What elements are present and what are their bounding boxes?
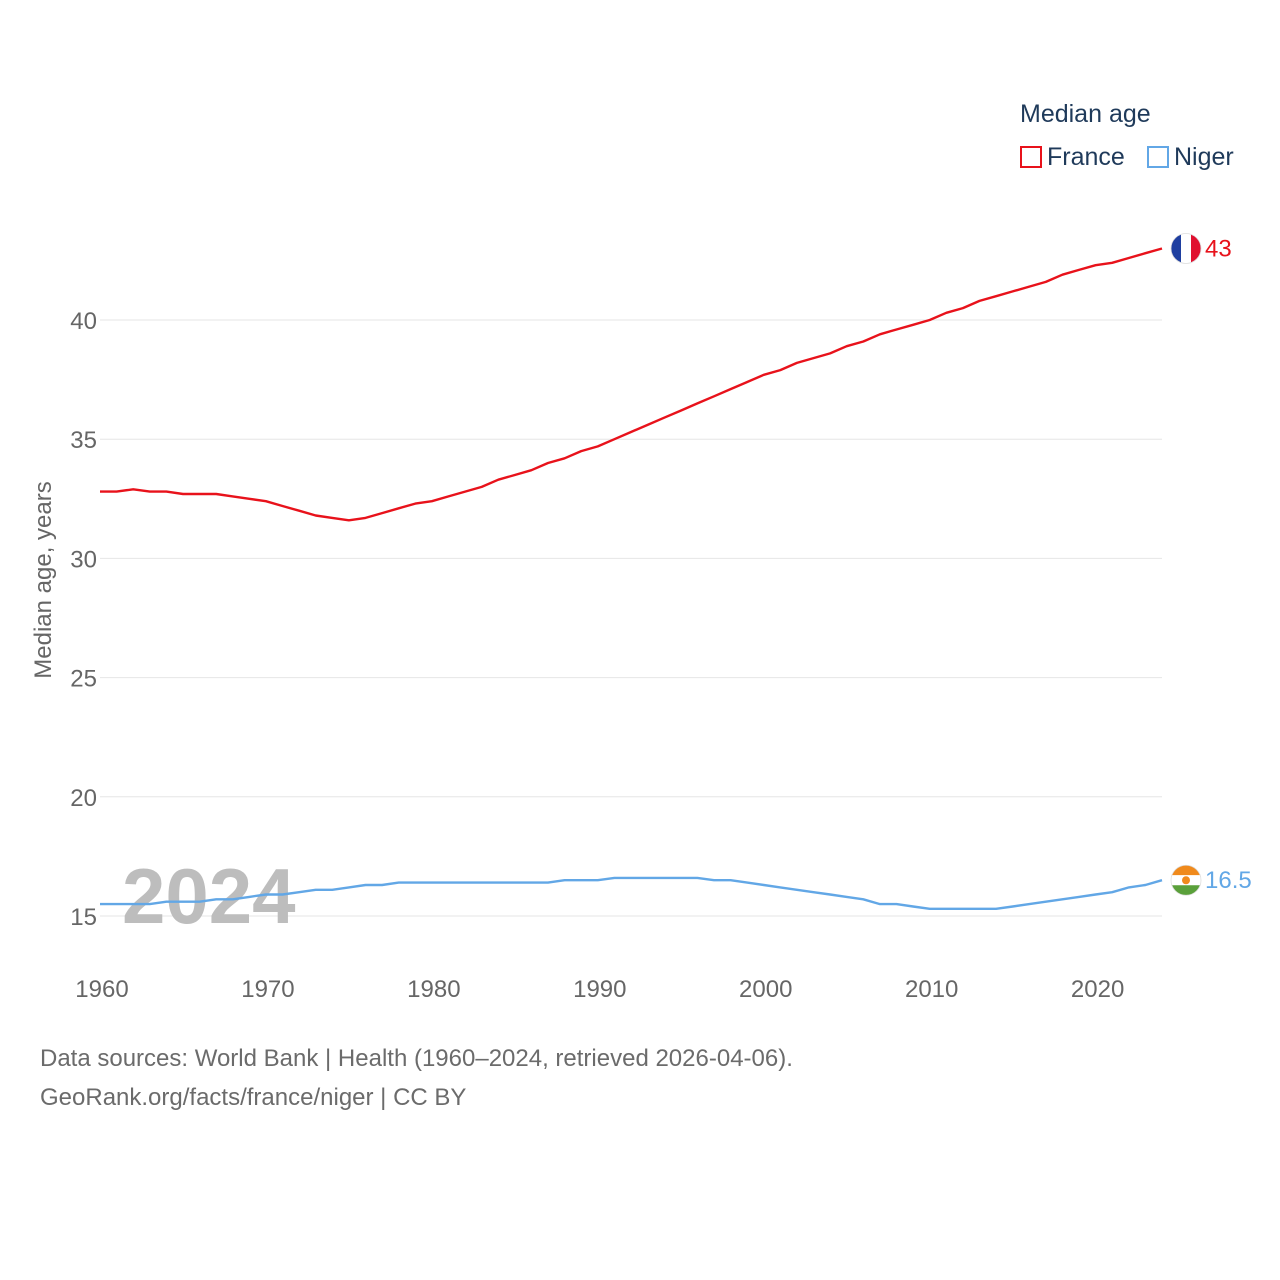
year-watermark: 2024: [122, 852, 296, 940]
end-label-france: 43: [1205, 235, 1232, 262]
x-tick-label: 2010: [905, 976, 958, 1003]
y-axis-label: Median age, years: [30, 481, 57, 678]
legend-item-france[interactable]: France: [1020, 143, 1125, 171]
x-tick-label: 2000: [739, 976, 792, 1003]
x-tick-label: 1980: [407, 976, 460, 1003]
x-axis: 1960 1970 1980 1990 2000 2010 2020: [75, 976, 1124, 1003]
y-tick-label: 40: [70, 308, 97, 335]
legend-item-niger[interactable]: Niger: [1147, 143, 1234, 171]
end-label-niger: 16.5: [1205, 867, 1252, 894]
x-tick-label: 2020: [1071, 976, 1124, 1003]
y-tick-label: 15: [70, 904, 97, 931]
grid-lines: [100, 319, 1162, 917]
series-lines: [100, 247, 1163, 910]
legend-label-niger: Niger: [1174, 142, 1234, 171]
y-axis: 15 20 25 30 35 40: [70, 308, 97, 931]
legend-swatch-france: [1020, 146, 1042, 168]
legend-label-france: France: [1047, 142, 1125, 171]
series-end-labels: 43 16.5: [1170, 233, 1252, 896]
attribution-link[interactable]: GeoRank.org/facts/france/niger | CC BY: [40, 1084, 467, 1111]
series-line-france: [100, 247, 1163, 522]
x-tick-label: 1960: [75, 976, 128, 1003]
y-tick-label: 20: [70, 785, 97, 812]
y-tick-label: 30: [70, 546, 97, 573]
y-tick-label: 35: [70, 427, 97, 454]
x-tick-label: 1970: [241, 976, 294, 1003]
legend-title: Median age: [1020, 100, 1151, 128]
legend-swatch-niger: [1147, 146, 1169, 168]
france-flag-icon: [1170, 233, 1202, 264]
data-source-note: Data sources: World Bank | Health (1960–…: [40, 1045, 793, 1072]
series-line-niger: [100, 876, 1163, 910]
niger-flag-icon: [1170, 864, 1202, 896]
y-tick-label: 25: [70, 666, 97, 693]
x-tick-label: 1990: [573, 976, 626, 1003]
